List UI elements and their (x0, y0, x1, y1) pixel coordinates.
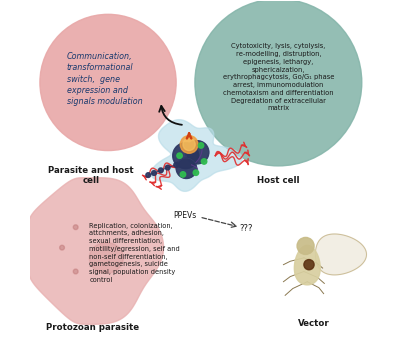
Polygon shape (151, 120, 242, 192)
Circle shape (180, 172, 186, 177)
Circle shape (73, 269, 78, 274)
Circle shape (177, 153, 182, 158)
Polygon shape (27, 178, 164, 324)
Circle shape (146, 173, 151, 177)
Circle shape (165, 165, 170, 170)
Circle shape (186, 141, 209, 164)
Polygon shape (294, 245, 320, 285)
Text: Replication, colonization,
attchments, adhesion,
sexual differentiation,
motilit: Replication, colonization, attchments, a… (89, 223, 180, 283)
Text: Protozoan parasite: Protozoan parasite (46, 323, 139, 332)
Circle shape (158, 168, 163, 173)
Circle shape (176, 158, 196, 179)
Circle shape (173, 143, 199, 169)
Circle shape (193, 170, 199, 175)
Circle shape (297, 237, 314, 254)
Circle shape (152, 171, 156, 175)
Ellipse shape (89, 242, 123, 273)
Text: Cytotoxicity, lysis, cytolysis,
re-modelling, distruption,
epigenesis, lethargy,: Cytotoxicity, lysis, cytolysis, re-model… (223, 43, 334, 111)
Polygon shape (315, 234, 366, 275)
Text: Host cell: Host cell (257, 176, 300, 185)
Circle shape (174, 162, 178, 167)
Text: Communication,
transformational
switch,  gene
expression and
signals modulation: Communication, transformational switch, … (67, 52, 142, 106)
Circle shape (198, 143, 204, 148)
Circle shape (201, 159, 207, 164)
Circle shape (180, 135, 198, 153)
Circle shape (195, 0, 362, 166)
Text: Parasite and host
cell: Parasite and host cell (48, 166, 134, 185)
Circle shape (40, 14, 176, 150)
Circle shape (183, 138, 195, 150)
Circle shape (60, 245, 64, 250)
Text: PPEVs: PPEVs (173, 211, 196, 220)
Circle shape (304, 260, 314, 270)
Text: ???: ??? (239, 224, 253, 233)
Circle shape (73, 225, 78, 229)
Text: Vector: Vector (298, 319, 330, 328)
